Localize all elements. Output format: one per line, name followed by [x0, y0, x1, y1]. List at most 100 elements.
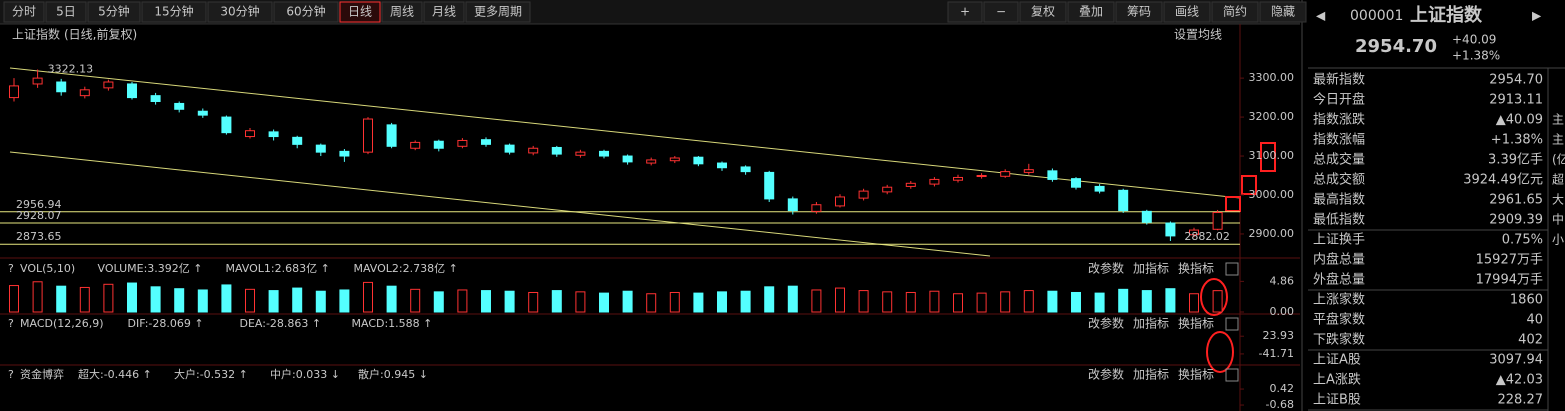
period-tab-label[interactable]: 周线: [390, 5, 414, 19]
volume-bar: [150, 286, 161, 313]
period-tab-label[interactable]: 更多周期: [474, 5, 522, 19]
quote-value: 3.39亿手: [1488, 153, 1543, 168]
indicator-button[interactable]: 加指标: [1133, 316, 1169, 331]
next-arrow[interactable]: ▶: [1532, 9, 1542, 23]
panel-help: ?: [8, 262, 14, 275]
candle-body: [127, 83, 137, 99]
stock-name: 上证指数: [1410, 4, 1483, 26]
y-tick-label: 3300.00: [1249, 71, 1295, 84]
panel-close[interactable]: [1225, 317, 1239, 331]
candle-body: [32, 77, 43, 85]
indicator-button[interactable]: 换指标: [1178, 261, 1214, 276]
y-tick-label: -0.68: [1266, 398, 1294, 411]
candle-body: [174, 102, 185, 110]
candle-body: [386, 124, 397, 147]
period-tab-label[interactable]: 日线: [348, 5, 372, 19]
volume-bar: [386, 285, 397, 313]
indicator-button[interactable]: 改参数: [1088, 261, 1124, 276]
panel-close[interactable]: [1225, 262, 1239, 276]
volume-bar: [268, 290, 279, 313]
panel-readout: MAVOL2:2.738亿 ↑: [354, 262, 458, 275]
prev-arrow[interactable]: ◀: [1316, 9, 1326, 23]
volume-bar: [764, 286, 775, 313]
tool-button-label[interactable]: 简约: [1223, 4, 1247, 19]
volume-bar: [811, 289, 822, 313]
chart-title: 上证指数: [12, 27, 60, 42]
candle-body: [953, 176, 963, 181]
volume-bar: [740, 290, 751, 313]
quote-label: 上证换手: [1313, 233, 1365, 248]
quote-value: 40: [1526, 313, 1543, 328]
stock-change: +40.09: [1452, 33, 1496, 47]
tool-button: [983, 1, 1019, 23]
candle-body: [268, 131, 279, 138]
highlight-box: [1225, 196, 1241, 212]
quote-value: 2913.11: [1489, 93, 1543, 108]
period-tab-label[interactable]: 分时: [12, 5, 36, 19]
volume-bar: [1094, 292, 1105, 313]
volume-bar: [1047, 290, 1058, 313]
quote-label: 下跌家数: [1313, 332, 1365, 348]
quote-label: 总成交额: [1313, 172, 1365, 188]
tool-button-label[interactable]: 筹码: [1127, 5, 1151, 19]
period-tab-label[interactable]: 月线: [432, 5, 456, 19]
period-tab-label[interactable]: 15分钟: [154, 4, 193, 19]
tool-button-label[interactable]: +: [960, 5, 970, 19]
volume-bar: [551, 290, 562, 313]
quote-label: 总成交量: [1313, 152, 1365, 168]
volume-bar: [575, 291, 586, 313]
period-tab-label[interactable]: 5日: [56, 5, 76, 19]
highlight-circle: [1200, 278, 1228, 316]
quote-value: 3924.49亿元: [1463, 173, 1543, 188]
side-label: 中: [1552, 212, 1564, 227]
candle-body: [740, 166, 751, 173]
highlight-circle: [1206, 331, 1234, 373]
period-tab-label[interactable]: 60分钟: [286, 4, 325, 19]
ma-button[interactable]: 设置均线: [1174, 28, 1222, 42]
tool-button: [1067, 1, 1115, 23]
indicator-button[interactable]: 加指标: [1133, 261, 1169, 276]
volume-bar: [292, 287, 303, 313]
level-label: 2928.07: [16, 209, 62, 222]
y-tick-label: -41.71: [1259, 347, 1294, 360]
candle-body: [1094, 185, 1105, 192]
quote-value: +1.38%: [1491, 133, 1543, 148]
tool-button-label[interactable]: −: [996, 5, 1006, 19]
period-tab: [381, 1, 423, 23]
candle-body: [835, 196, 845, 207]
period-tab-label[interactable]: 30分钟: [220, 4, 259, 19]
indicator-button[interactable]: 改参数: [1088, 316, 1124, 331]
panel-close[interactable]: [1225, 368, 1239, 382]
quote-label: 上A涨跌: [1313, 372, 1361, 388]
panel-readout: 中户:0.033 ↓: [270, 367, 340, 381]
indicator-button[interactable]: 改参数: [1088, 367, 1124, 382]
quote-header: [1308, 0, 1548, 68]
tool-button-label[interactable]: 叠加: [1079, 5, 1103, 19]
panel-title: 资金博弈: [20, 367, 64, 381]
panel-title: MACD(12,26,9): [20, 317, 104, 330]
tool-button-label[interactable]: 复权: [1031, 5, 1055, 19]
tool-button-label[interactable]: 画线: [1175, 5, 1199, 19]
indicator-button[interactable]: 换指标: [1178, 367, 1214, 382]
period-tab-label[interactable]: 5分钟: [98, 4, 130, 19]
indicator-button[interactable]: 加指标: [1133, 367, 1169, 382]
candle-body: [1023, 169, 1034, 173]
side-label: 主: [1552, 133, 1564, 147]
candle-body: [1212, 212, 1223, 230]
candle-body: [221, 116, 232, 134]
panel-title: VOL(5,10): [20, 262, 75, 275]
y-tick-label: 3200.00: [1249, 110, 1295, 123]
volume-bar: [1212, 290, 1223, 313]
period-tab: [141, 1, 207, 23]
low-annotation: 2882.02: [1184, 230, 1230, 243]
tool-button-label[interactable]: 隐藏: [1271, 5, 1295, 19]
volume-bar: [9, 285, 19, 313]
candle-body: [9, 85, 19, 99]
high-annotation: 3322.13: [48, 62, 94, 75]
volume-bar: [221, 284, 232, 313]
candle-body: [787, 198, 798, 212]
candle-body: [929, 178, 940, 185]
volume-bar: [622, 290, 633, 313]
indicator-button[interactable]: 换指标: [1178, 316, 1214, 331]
